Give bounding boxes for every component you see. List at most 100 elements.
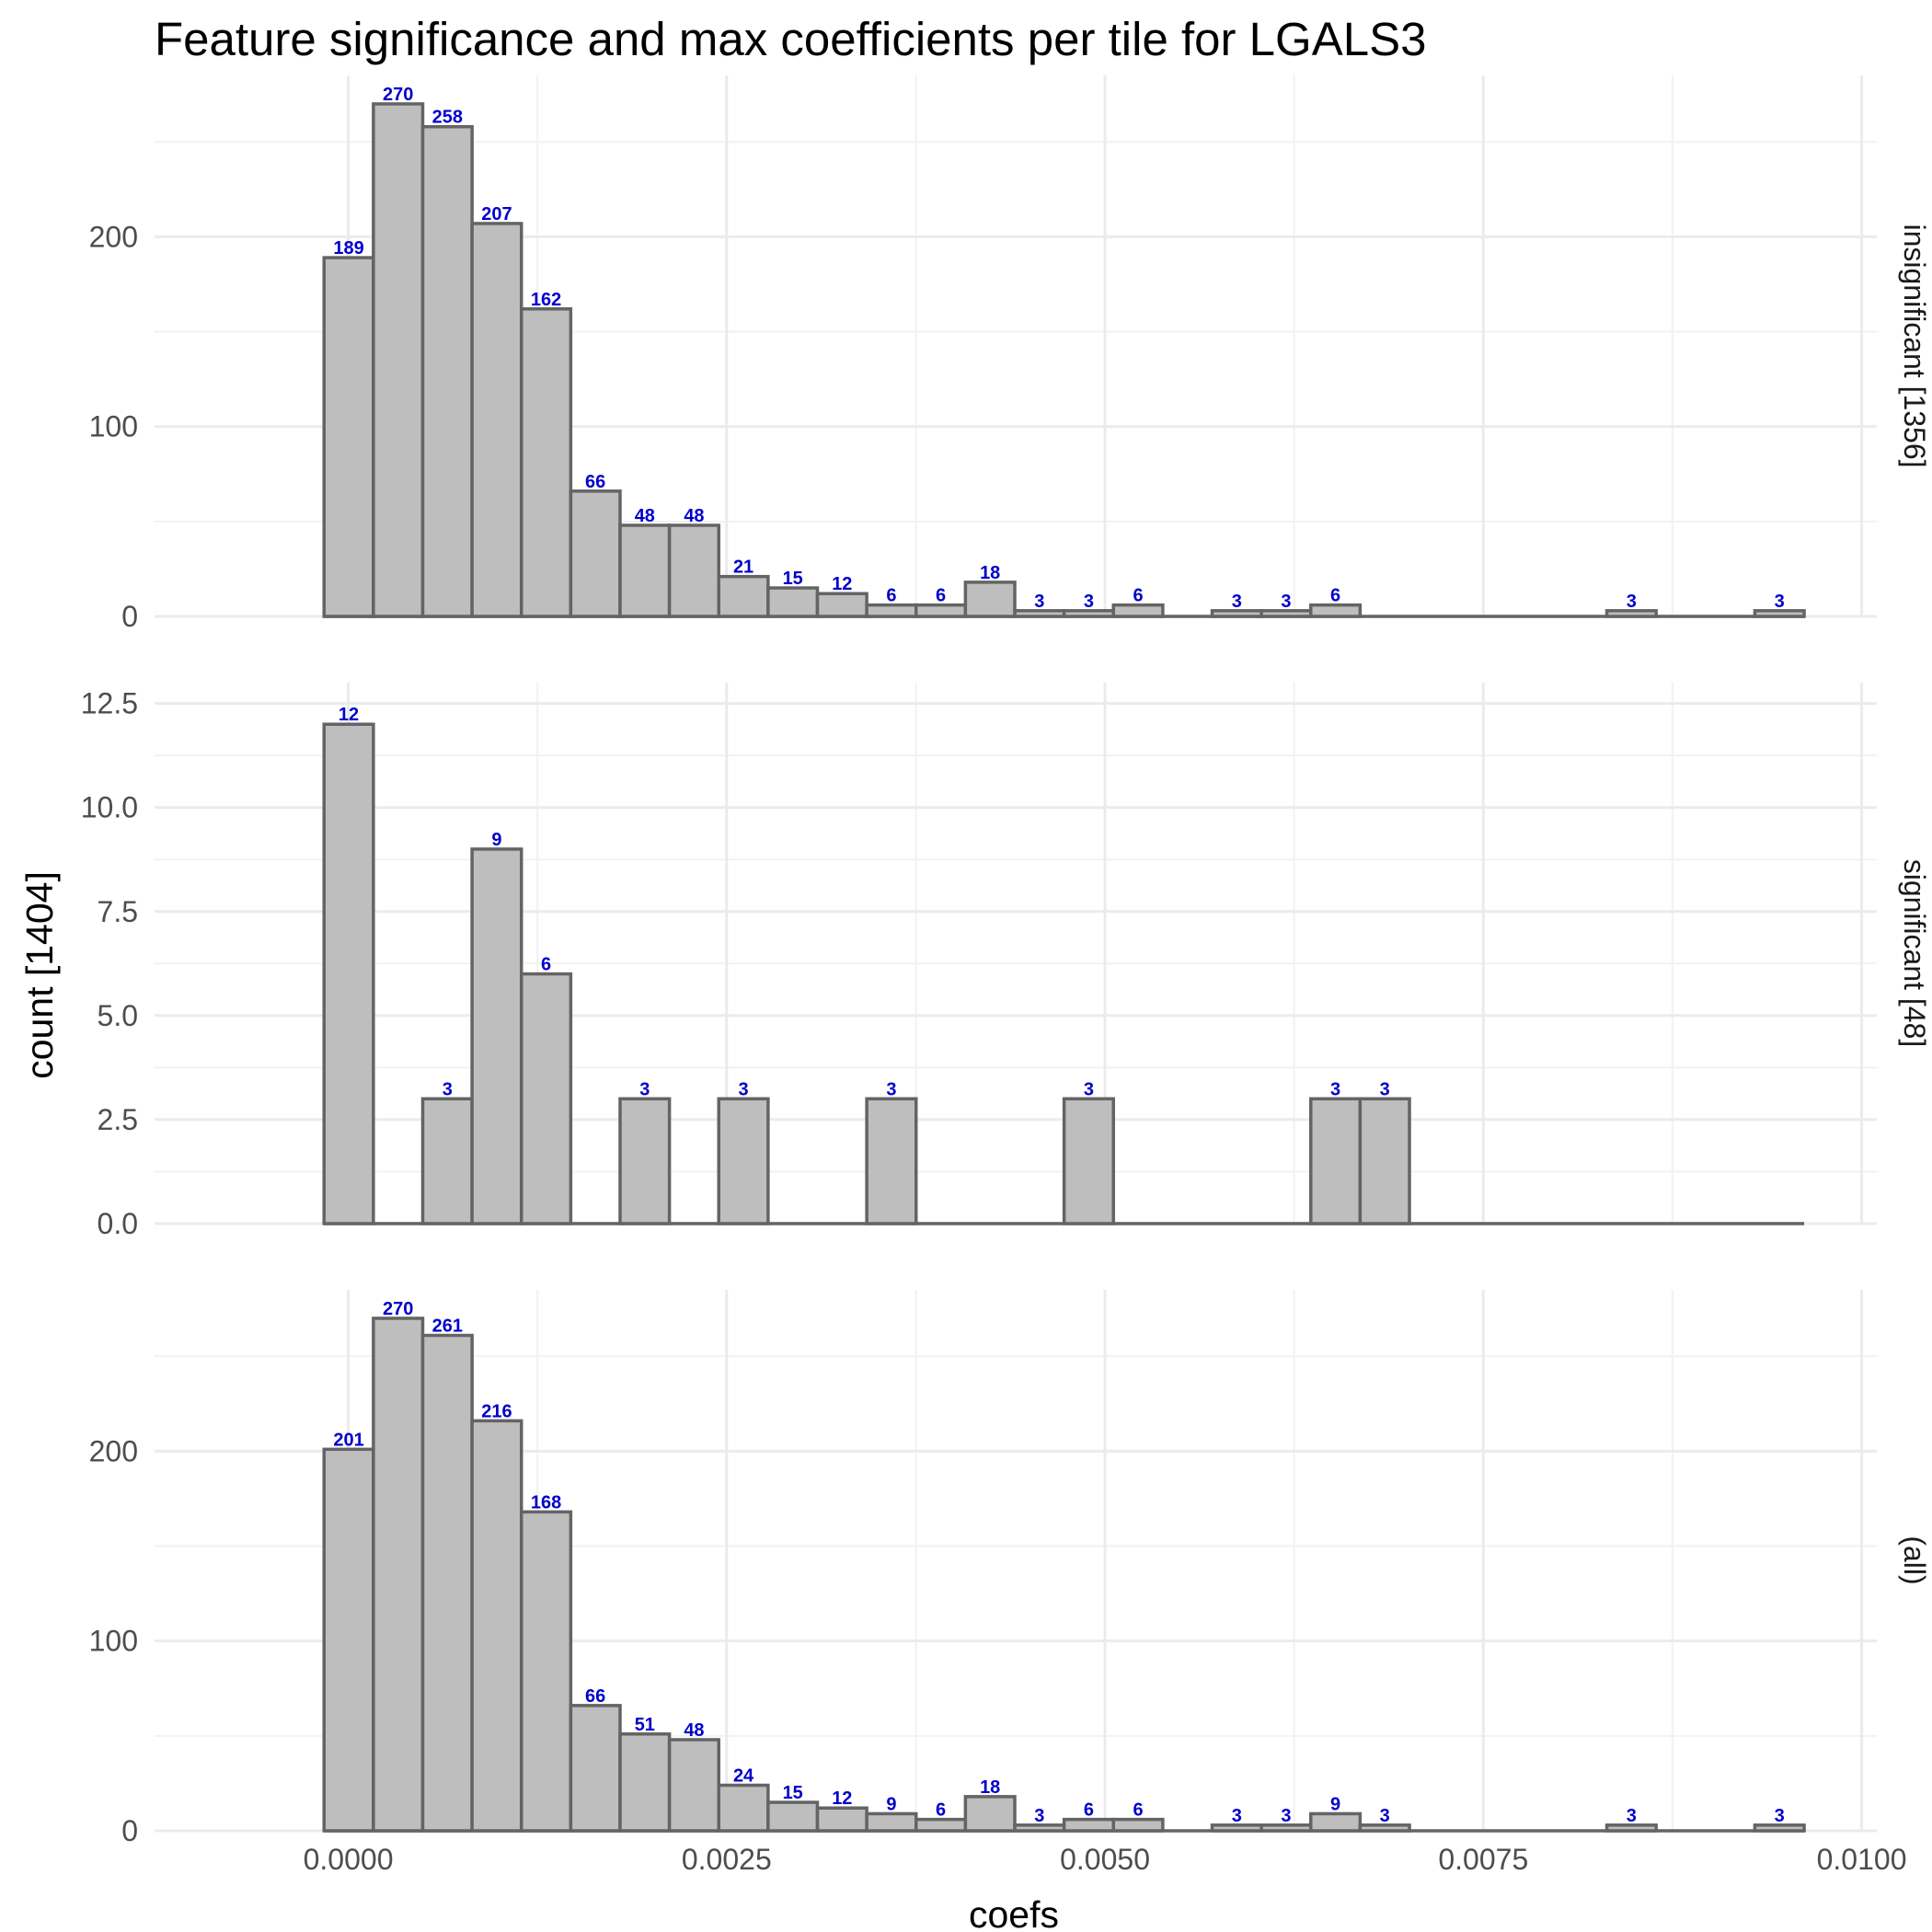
bar-count-label: 189 bbox=[333, 238, 363, 259]
y-axis-title: count [1404] bbox=[18, 871, 61, 1079]
bar-count-label: 6 bbox=[1133, 1800, 1144, 1821]
histogram-bar bbox=[420, 1333, 474, 1833]
histogram-bar bbox=[766, 586, 820, 618]
x-tick-label: 0.0100 bbox=[1817, 1843, 1907, 1876]
bar-count-label: 6 bbox=[1133, 586, 1144, 606]
histogram-bar bbox=[470, 847, 523, 1225]
panel-2: 0.0 2.5 5.0 7.5 10.0 12.5 12 3 9 6 3 3 3 3 3 3 significa… bbox=[81, 683, 1931, 1240]
x-axis: 0.0000 0.0025 0.0050 0.0075 0.0100 bbox=[304, 1843, 1907, 1876]
y-tick-label: 0 bbox=[121, 1814, 138, 1847]
bar-count-label: 15 bbox=[783, 1783, 803, 1803]
histogram-bar bbox=[717, 574, 770, 618]
x-axis-title: coefs bbox=[969, 1893, 1059, 1932]
bar-count-label: 201 bbox=[333, 1430, 363, 1450]
y-tick-label: 100 bbox=[89, 410, 138, 443]
bar-count-label: 24 bbox=[733, 1765, 754, 1786]
bar-count-label: 3 bbox=[1034, 592, 1044, 612]
histogram-bar bbox=[519, 307, 573, 618]
x-tick-label: 0.0050 bbox=[1060, 1843, 1150, 1876]
y-tick-label: 200 bbox=[89, 1434, 138, 1467]
bar-count-label: 3 bbox=[1380, 1079, 1390, 1099]
bar-count-label: 261 bbox=[432, 1317, 463, 1337]
x-tick-label: 0.0000 bbox=[304, 1843, 394, 1876]
histogram-bar bbox=[470, 222, 523, 618]
histogram-bar bbox=[1309, 603, 1363, 618]
bar-count-label: 48 bbox=[684, 1720, 704, 1741]
histogram-bar bbox=[1604, 609, 1658, 618]
bar-count-label: 66 bbox=[585, 1686, 605, 1707]
bar-count-label: 48 bbox=[684, 506, 704, 526]
histogram-bar bbox=[667, 1738, 721, 1833]
histogram-bar bbox=[618, 1097, 672, 1225]
y-tick-label: 200 bbox=[89, 220, 138, 253]
bar-count-label: 66 bbox=[585, 472, 605, 492]
bar-count-label: 6 bbox=[936, 586, 946, 606]
histogram-bar bbox=[322, 1447, 375, 1833]
histogram-bar bbox=[1753, 609, 1806, 618]
histogram-bar bbox=[372, 1317, 425, 1833]
histogram-bar bbox=[519, 1510, 573, 1833]
histogram-bar bbox=[519, 972, 573, 1225]
bar-count-label: 12 bbox=[832, 574, 852, 594]
bar-count-label: 6 bbox=[886, 586, 896, 606]
x-tick-label: 0.0025 bbox=[682, 1843, 772, 1876]
bar-count-label: 270 bbox=[383, 85, 413, 105]
bar-count-label: 18 bbox=[980, 1777, 1000, 1798]
y-tick-label: 5.0 bbox=[98, 999, 138, 1032]
bar-count-label: 9 bbox=[886, 1794, 896, 1814]
bar-count-label: 3 bbox=[1330, 1079, 1340, 1099]
bar-count-label: 6 bbox=[541, 955, 551, 975]
histogram-bar bbox=[420, 124, 474, 618]
histogram-bar bbox=[1309, 1811, 1363, 1833]
bar-count-label: 12 bbox=[832, 1788, 852, 1809]
bar-count-label: 3 bbox=[739, 1079, 749, 1099]
histogram-bar bbox=[1604, 1823, 1658, 1833]
y-tick-label: 100 bbox=[89, 1625, 138, 1658]
bar-count-label: 3 bbox=[639, 1079, 650, 1099]
histogram-bar bbox=[1309, 1097, 1363, 1225]
bar-count-label: 3 bbox=[1775, 1806, 1785, 1826]
facet-strip-label: insignificant [1356] bbox=[1898, 224, 1931, 467]
histogram-bar bbox=[717, 1783, 770, 1833]
chart-title: Feature significance and max coefficient… bbox=[155, 13, 1426, 65]
bar-count-label: 3 bbox=[1627, 1806, 1637, 1826]
y-tick-label: 0 bbox=[121, 600, 138, 633]
histogram-bar bbox=[1358, 1823, 1411, 1833]
histogram-bar bbox=[815, 592, 868, 618]
histogram-bar bbox=[322, 722, 375, 1225]
y-tick-label: 10.0 bbox=[81, 791, 138, 824]
bar-count-label: 3 bbox=[1232, 592, 1242, 612]
bar-count-label: 3 bbox=[443, 1079, 453, 1099]
bar-count-label: 12 bbox=[339, 705, 359, 725]
histogram-bar bbox=[963, 1795, 1017, 1833]
histogram-bar bbox=[372, 102, 425, 618]
bar-count-label: 51 bbox=[635, 1715, 655, 1735]
histogram-bar bbox=[815, 1806, 868, 1833]
histogram-bar bbox=[1062, 1817, 1116, 1833]
bar-count-label: 18 bbox=[980, 563, 1000, 583]
bar-count-label: 3 bbox=[1380, 1806, 1390, 1826]
bar-count-label: 9 bbox=[1330, 1794, 1340, 1814]
histogram-bar bbox=[914, 603, 968, 618]
histogram-bar bbox=[1111, 1817, 1165, 1833]
y-tick-label: 0.0 bbox=[98, 1207, 138, 1240]
histogram-bar bbox=[618, 1732, 672, 1833]
histogram-bar bbox=[470, 1419, 523, 1833]
bar-count-label: 3 bbox=[1281, 1806, 1291, 1826]
histogram-bar bbox=[322, 256, 375, 618]
bar-count-label: 207 bbox=[481, 204, 512, 224]
bar-count-label: 48 bbox=[635, 506, 655, 526]
bar-count-label: 3 bbox=[1084, 1079, 1094, 1099]
bar-count-label: 3 bbox=[1084, 592, 1094, 612]
y-tick-label: 7.5 bbox=[98, 895, 138, 928]
y-tick-label: 2.5 bbox=[98, 1103, 138, 1136]
bar-count-label: 6 bbox=[1084, 1800, 1094, 1821]
bar-count-label: 3 bbox=[1034, 1806, 1044, 1826]
bar-count-label: 216 bbox=[481, 1401, 512, 1421]
y-tick-label: 12.5 bbox=[81, 687, 138, 720]
bar-count-label: 6 bbox=[936, 1800, 946, 1821]
histogram-bar bbox=[1753, 1823, 1806, 1833]
